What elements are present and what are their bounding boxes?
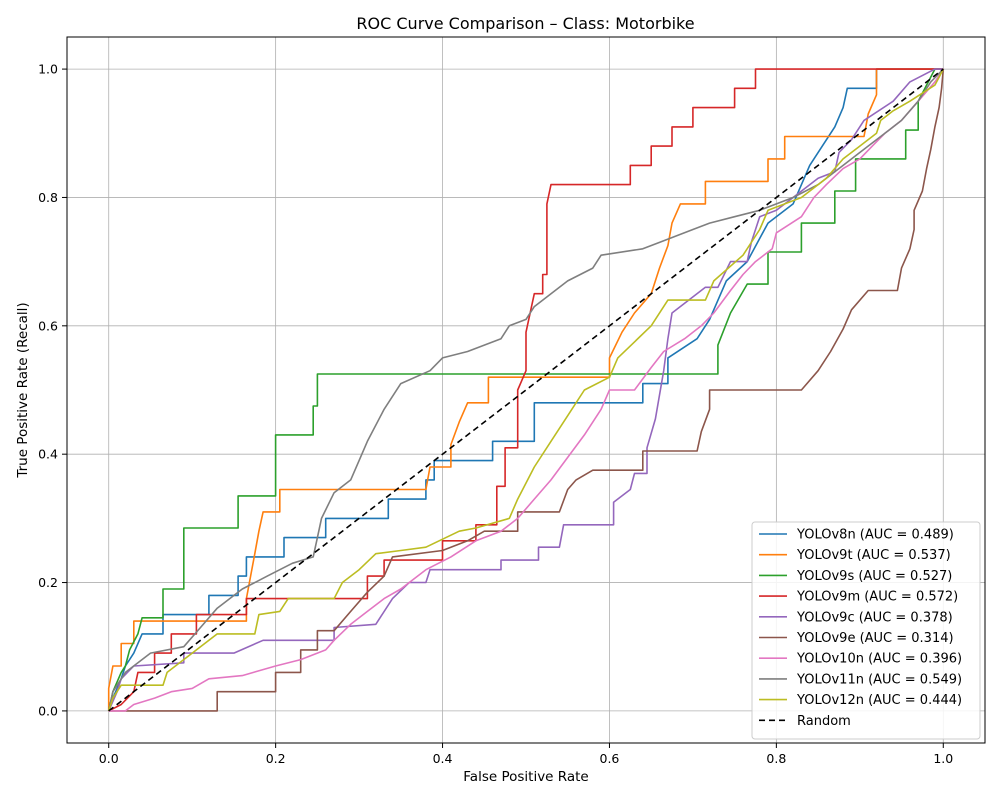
y-tick-label: 1.0 bbox=[38, 62, 58, 77]
series-line-yolov10n bbox=[108, 68, 944, 712]
legend-box bbox=[751, 521, 981, 740]
series-line-yolov9e bbox=[108, 69, 945, 712]
legend-entry: YOLOv8n (AUC = 0.489) bbox=[796, 528, 954, 543]
series-line-yolov9t bbox=[107, 68, 944, 711]
chart-title: ROC Curve Comparison – Class: Motorbike bbox=[356, 14, 694, 33]
y-tick-label: 0.8 bbox=[38, 190, 58, 205]
legend-entry: YOLOv9m (AUC = 0.572) bbox=[796, 590, 958, 605]
legend-entry: YOLOv9e (AUC = 0.314) bbox=[796, 631, 954, 646]
y-tick-label: 0.2 bbox=[38, 575, 58, 590]
series-line-yolov9m bbox=[108, 68, 944, 712]
legend-entry: YOLOv10n (AUC = 0.396) bbox=[796, 652, 962, 667]
series-line-yolov8n bbox=[107, 68, 944, 712]
series-line-yolov9s bbox=[107, 68, 944, 712]
x-tick-label: 0.4 bbox=[433, 751, 453, 766]
axis-ticks: 0.0 0.2 0.4 0.6 0.8 1.0 0.0 0.2 0.4 0.6 0.8 1.0 bbox=[38, 62, 953, 766]
x-tick-label: 0.8 bbox=[766, 751, 786, 766]
x-tick-label: 0.0 bbox=[99, 751, 119, 766]
x-tick-label: 0.6 bbox=[600, 751, 620, 766]
x-tick-label: 0.2 bbox=[266, 751, 286, 766]
legend-entry: YOLOv9t (AUC = 0.537) bbox=[796, 548, 951, 563]
legend-entry: YOLOv9s (AUC = 0.527) bbox=[796, 569, 952, 584]
x-tick-label: 1.0 bbox=[933, 751, 953, 766]
legend-entry: YOLOv12n (AUC = 0.444) bbox=[796, 693, 962, 708]
series-line-random bbox=[108, 68, 944, 712]
y-axis-label: True Positive Rate (Recall) bbox=[15, 302, 31, 478]
legend-entry: YOLOv11n (AUC = 0.549) bbox=[796, 672, 962, 687]
series-line-yolov12n bbox=[107, 68, 945, 712]
x-axis-label: False Positive Rate bbox=[463, 769, 588, 785]
y-tick-label: 0.4 bbox=[38, 447, 58, 462]
legend-entry: Random bbox=[797, 714, 851, 729]
plot-frame bbox=[66, 36, 986, 744]
y-tick-label: 0.0 bbox=[38, 703, 58, 718]
legend: YOLOv8n (AUC = 0.489) YOLOv9t (AUC = 0.53… bbox=[751, 521, 981, 740]
series-lines bbox=[107, 68, 945, 712]
series-line-yolov11n bbox=[107, 68, 944, 712]
legend-entry: YOLOv9c (AUC = 0.378) bbox=[796, 610, 953, 625]
y-tick-label: 0.6 bbox=[38, 318, 58, 333]
